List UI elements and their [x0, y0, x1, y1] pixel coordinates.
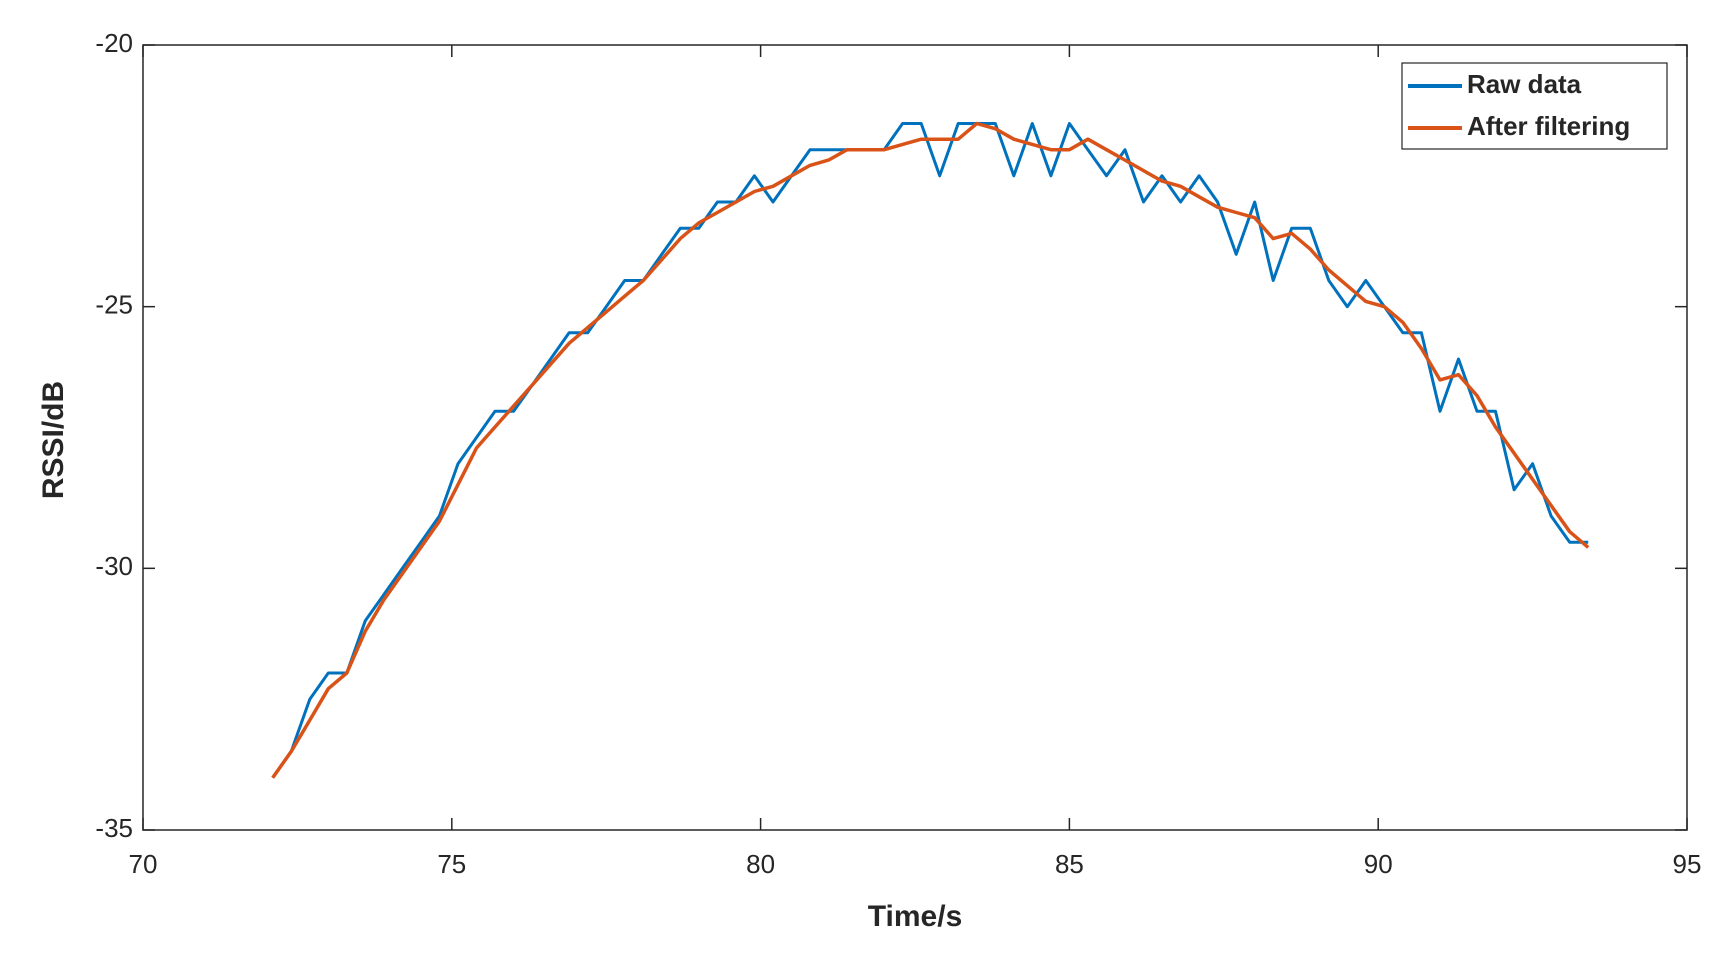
x-tick-label: 95: [1673, 849, 1702, 879]
y-tick-label: -35: [95, 813, 133, 843]
legend: Raw data After filtering: [1401, 62, 1668, 150]
y-tick-label: -25: [95, 290, 133, 320]
legend-box: [1401, 62, 1668, 150]
y-tick-label: -30: [95, 551, 133, 581]
data-line: [271, 121, 1590, 779]
y-tick-label: -20: [95, 28, 133, 58]
x-tick-label: 90: [1364, 849, 1393, 879]
legend-label: After filtering: [1467, 111, 1630, 141]
data-line: [271, 122, 1589, 779]
x-tick-label: 80: [746, 849, 775, 879]
x-axis-label: Time/s: [868, 900, 963, 933]
x-tick-label: 75: [437, 849, 466, 879]
plot-area: [142, 44, 1688, 831]
y-axis-label: RSSI/dB: [37, 381, 70, 499]
x-tick-label: 85: [1055, 849, 1084, 879]
legend-label: Raw data: [1467, 69, 1582, 99]
x-tick-label: 70: [129, 849, 158, 879]
